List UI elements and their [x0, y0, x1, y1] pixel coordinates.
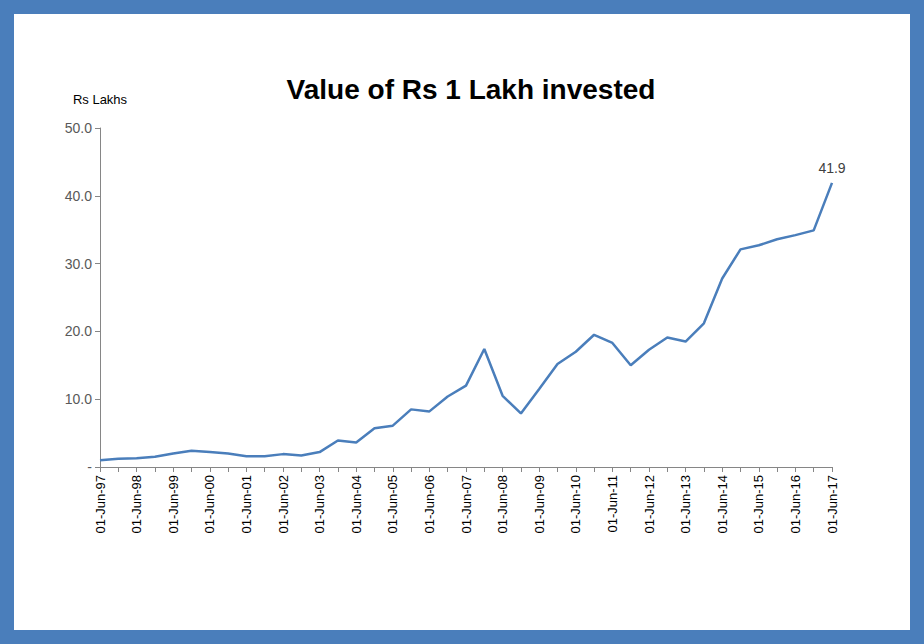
svg-text:01-Jun-04: 01-Jun-04: [349, 475, 364, 534]
svg-text:01-Jun-16: 01-Jun-16: [788, 475, 803, 534]
svg-text:01-Jun-99: 01-Jun-99: [166, 475, 181, 534]
svg-text:01-Jun-97: 01-Jun-97: [93, 475, 108, 534]
svg-text:01-Jun-02: 01-Jun-02: [276, 475, 291, 534]
svg-text:01-Jun-07: 01-Jun-07: [459, 475, 474, 534]
svg-text:41.9: 41.9: [818, 160, 845, 176]
svg-text:20.0: 20.0: [65, 323, 92, 339]
svg-text:30.0: 30.0: [65, 256, 92, 272]
svg-text:01-Jun-06: 01-Jun-06: [422, 475, 437, 534]
svg-text:01-Jun-10: 01-Jun-10: [568, 475, 583, 534]
svg-text:01-Jun-13: 01-Jun-13: [678, 475, 693, 534]
svg-text:01-Jun-01: 01-Jun-01: [239, 475, 254, 534]
svg-text:01-Jun-14: 01-Jun-14: [715, 475, 730, 534]
svg-text:50.0: 50.0: [65, 120, 92, 136]
svg-text:01-Jun-15: 01-Jun-15: [751, 475, 766, 534]
svg-text:01-Jun-09: 01-Jun-09: [532, 475, 547, 534]
svg-text:Rs Lakhs: Rs Lakhs: [73, 92, 128, 107]
svg-text:Value of Rs 1 Lakh invested: Value of Rs 1 Lakh invested: [287, 74, 656, 105]
svg-text:01-Jun-00: 01-Jun-00: [202, 475, 217, 534]
svg-text:40.0: 40.0: [65, 188, 92, 204]
svg-text:01-Jun-11: 01-Jun-11: [605, 475, 620, 533]
svg-text:01-Jun-05: 01-Jun-05: [385, 475, 400, 534]
svg-text:01-Jun-12: 01-Jun-12: [642, 475, 657, 534]
svg-text:01-Jun-17: 01-Jun-17: [825, 475, 840, 534]
svg-text:10.0: 10.0: [65, 391, 92, 407]
svg-text:-: -: [87, 459, 92, 475]
svg-text:01-Jun-08: 01-Jun-08: [495, 475, 510, 534]
svg-text:01-Jun-03: 01-Jun-03: [312, 475, 327, 534]
svg-text:01-Jun-98: 01-Jun-98: [129, 475, 144, 534]
